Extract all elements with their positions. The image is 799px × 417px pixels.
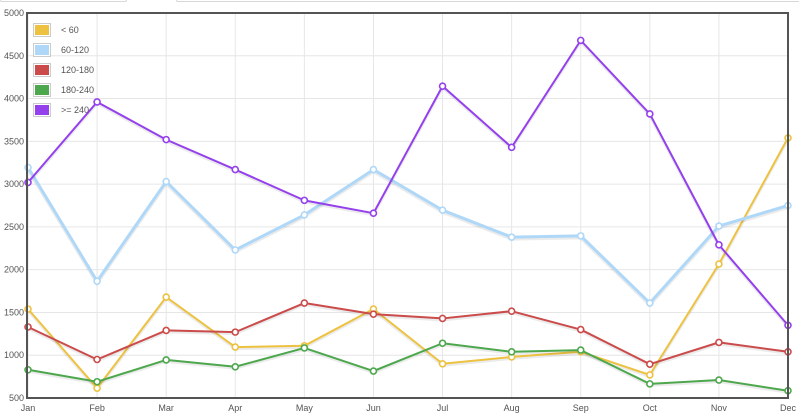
y-tick-label: 2000 [4,265,24,275]
x-tick-label: Jun [366,403,381,413]
data-point[interactable] [715,376,723,384]
series-1 [24,163,792,308]
data-point[interactable] [576,346,585,354]
data-point[interactable] [438,206,447,215]
data-point[interactable] [162,135,170,144]
y-axis: 500 1000 1500 2000 2500 3000 3500 4000 4500 5000 [4,8,24,403]
data-point[interactable] [507,143,516,152]
series-lines [24,36,792,395]
series-3 [24,339,792,395]
data-point[interactable] [646,110,654,118]
x-axis: Jan Feb Mar Apr May Jun Jul Aug Sep Oct Nov Dec [21,403,797,413]
data-point[interactable] [300,211,309,219]
legend: < 60 60-120 120-180 180-240 >= 240 [33,20,94,120]
data-point[interactable] [162,326,170,335]
x-tick-label: Jul [437,403,449,413]
data-point[interactable] [162,356,170,364]
data-point[interactable] [646,299,654,307]
data-point[interactable] [646,380,654,388]
plot-frame [26,12,789,399]
data-point[interactable] [93,377,101,386]
x-tick-label: Mar [158,403,174,413]
y-tick-label: 3000 [4,179,24,189]
y-tick-label: 500 [9,393,24,403]
y-tick-label: 4000 [4,94,24,104]
data-point[interactable] [93,384,101,392]
data-point[interactable] [162,293,170,301]
data-point[interactable] [576,232,585,240]
legend-label: 180-240 [61,85,95,95]
legend-label: < 60 [61,25,79,35]
x-tick-label: Oct [643,403,658,413]
x-tick-label: Feb [89,403,105,413]
legend-swatch [33,83,51,97]
y-tick-label: 5000 [4,8,24,18]
series-0 [24,134,792,393]
series-4 [24,36,792,330]
data-point[interactable] [438,359,447,368]
data-point[interactable] [715,260,723,268]
legend-swatch [33,63,51,77]
data-point[interactable] [231,246,240,254]
legend-item: 180-240 [33,80,94,100]
legend-swatch [33,43,51,57]
data-point[interactable] [646,360,654,369]
legend-swatch [33,103,51,117]
data-point[interactable] [438,339,447,348]
data-point[interactable] [93,277,101,286]
x-tick-label: Apr [228,403,242,413]
data-point[interactable] [507,233,516,241]
y-tick-label: 2500 [4,222,24,232]
data-point[interactable] [231,362,240,371]
x-tick-label: May [296,403,314,413]
legend-item: 60-120 [33,40,94,60]
x-tick-label: Aug [504,403,520,413]
y-tick-label: 1500 [4,307,24,317]
data-point[interactable] [300,344,309,352]
data-point[interactable] [300,196,309,205]
data-point[interactable] [507,347,516,356]
data-point[interactable] [369,367,378,375]
x-tick-label: Dec [780,403,797,413]
x-tick-label: Sep [573,403,589,413]
legend-item: 120-180 [33,60,94,80]
data-point[interactable] [715,222,723,230]
legend-label: >= 240 [61,105,90,115]
data-point[interactable] [576,325,585,334]
top-input-right[interactable] [176,0,799,2]
data-point[interactable] [715,241,723,249]
legend-label: 120-180 [61,65,95,75]
legend-swatch [33,23,51,37]
legend-item: >= 240 [33,100,94,120]
data-point[interactable] [438,314,447,323]
data-point[interactable] [369,165,378,174]
x-tick-label: Nov [711,403,728,413]
data-point[interactable] [576,36,585,45]
data-point[interactable] [231,343,240,351]
data-point[interactable] [507,307,516,315]
data-point[interactable] [438,82,447,90]
data-point[interactable] [93,355,101,364]
data-point[interactable] [231,165,240,174]
y-tick-label: 3500 [4,136,24,146]
data-point[interactable] [646,371,654,379]
legend-item: < 60 [33,20,94,40]
data-point[interactable] [369,209,378,217]
x-tick-label: Jan [21,403,36,413]
top-input-left[interactable] [0,0,127,2]
data-point[interactable] [231,328,240,336]
data-point[interactable] [715,338,723,347]
data-point[interactable] [300,299,309,307]
data-point[interactable] [93,98,101,106]
legend-label: 60-120 [61,45,90,55]
y-tick-label: 1000 [4,350,24,360]
data-point[interactable] [369,310,378,318]
y-tick-label: 4500 [4,51,24,61]
data-point[interactable] [162,177,170,186]
